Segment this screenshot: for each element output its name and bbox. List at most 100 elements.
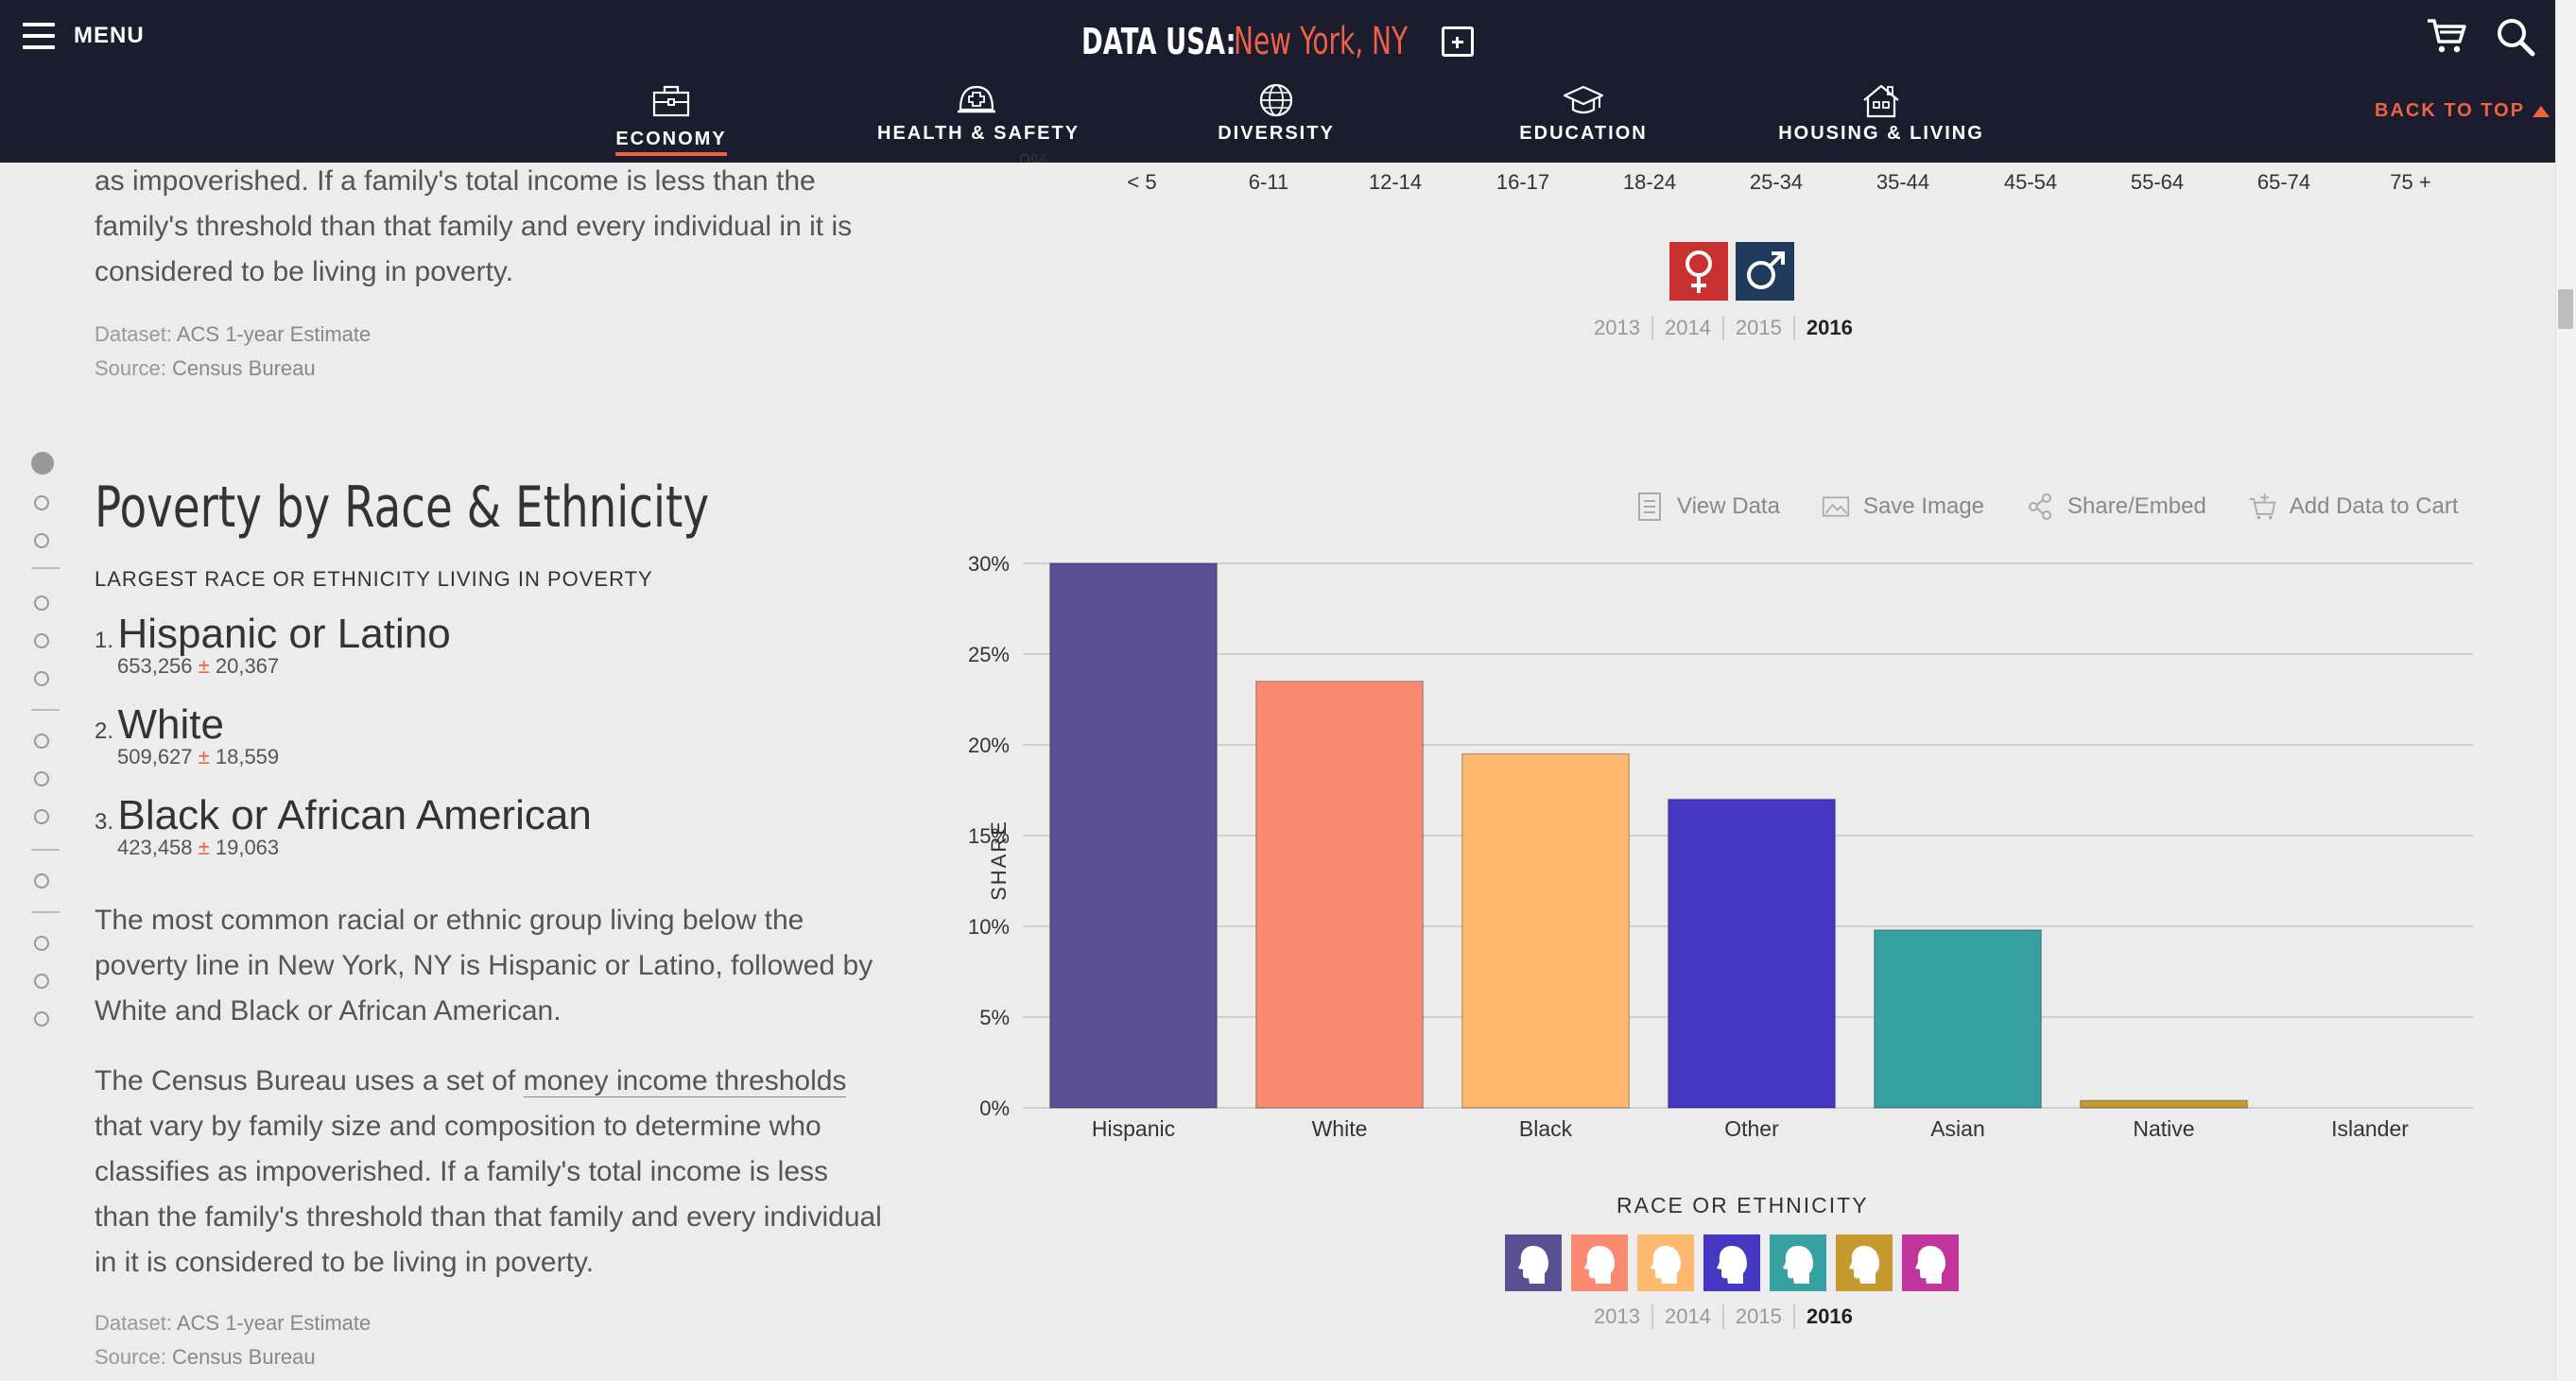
nav-dot[interactable]	[34, 734, 49, 749]
source-link[interactable]: Census Bureau	[171, 1345, 316, 1369]
dataset-label: Dataset:	[95, 322, 172, 346]
rank-stat: 423,458 ± 19,063	[117, 836, 592, 860]
nav-dot[interactable]	[34, 974, 49, 989]
y-tick-label: 10%	[968, 915, 1010, 939]
nav-dot[interactable]	[34, 633, 49, 648]
female-filter-button[interactable]	[1669, 242, 1728, 301]
year-option[interactable]: 2015	[1724, 316, 1795, 340]
y-tick-label: 20%	[968, 734, 1010, 757]
money-income-thresholds-link[interactable]: money income thresholds	[523, 1065, 847, 1097]
top-navigation-bar: MENU DATA USA: New York, NY ECONOMY HEAL…	[0, 0, 2555, 163]
nav-dot[interactable]	[34, 1011, 49, 1027]
year-option[interactable]: 2013	[1582, 316, 1653, 340]
bar-native[interactable]	[2079, 1099, 2249, 1109]
bar-white[interactable]	[1254, 681, 1425, 1109]
age-tick-label: 75 +	[2390, 170, 2431, 194]
rank-name: Hispanic or Latino	[117, 611, 451, 657]
year-option[interactable]: 2014	[1653, 1304, 1724, 1329]
legend-swatch-islander[interactable]	[1902, 1234, 1959, 1291]
year-option-selected[interactable]: 2016	[1806, 316, 1853, 339]
x-tick-label: Other	[1724, 1116, 1779, 1141]
nav-dot[interactable]	[34, 936, 49, 951]
dataset-link[interactable]: ACS 1-year Estimate	[176, 322, 372, 346]
previous-section-source: Source: Census Bureau	[95, 352, 316, 386]
summary-paragraph: The most common racial or ethnic group l…	[95, 905, 873, 1027]
nav-dot[interactable]	[34, 873, 49, 889]
age-tick-label: < 5	[1127, 170, 1157, 194]
bar-other[interactable]	[1667, 798, 1837, 1109]
x-tick-label: Black	[1519, 1116, 1573, 1141]
person-head-icon	[1915, 1246, 1945, 1284]
legend-swatch-hispanic[interactable]	[1505, 1234, 1562, 1291]
x-tick-label: Asian	[1930, 1116, 1985, 1141]
share-embed-button[interactable]: Share/Embed	[2026, 492, 2206, 522]
age-tick-label: 45-54	[2003, 170, 2058, 194]
rank-number: 1.	[95, 628, 114, 653]
previous-section-dataset: Dataset: ACS 1-year Estimate	[95, 318, 371, 352]
bar-asian[interactable]	[1873, 929, 2043, 1109]
legend-swatch-other[interactable]	[1703, 1234, 1760, 1291]
tool-label: Share/Embed	[2067, 493, 2206, 519]
legend-swatch-white[interactable]	[1571, 1234, 1628, 1291]
helmet-icon	[958, 85, 995, 113]
dataset-label: Dataset:	[95, 1311, 172, 1335]
rank-value: 653,256	[117, 654, 193, 678]
previous-section-paragraph: as impoverished. If a family's total inc…	[95, 165, 853, 287]
add-data-to-cart-button[interactable]: Add Data to Cart	[2248, 492, 2459, 522]
add-to-cart-icon[interactable]	[1442, 26, 1474, 57]
back-to-top-link[interactable]: BACK TO TOP	[2375, 100, 2550, 122]
source-link[interactable]: Census Bureau	[171, 356, 316, 380]
menu-button[interactable]: MENU	[23, 23, 145, 49]
plus-minus-icon: ±	[198, 836, 210, 859]
brand-logo[interactable]: DATA USA:	[1081, 21, 1236, 62]
tool-label: Add Data to Cart	[2289, 493, 2459, 519]
tab-economy[interactable]: ECONOMY	[605, 79, 737, 163]
nav-dot[interactable]	[34, 495, 49, 510]
legend-swatch-asian[interactable]	[1770, 1234, 1826, 1291]
x-tick-label: Hispanic	[1092, 1116, 1175, 1141]
rank-moe: 20,367	[215, 654, 280, 678]
house-icon	[1863, 84, 1899, 118]
legend-swatch-native[interactable]	[1836, 1234, 1893, 1291]
bar-hispanic[interactable]	[1048, 562, 1219, 1109]
dataset-link[interactable]: ACS 1-year Estimate	[176, 1311, 372, 1335]
globe-icon	[1259, 83, 1293, 117]
scrollbar-thumb[interactable]	[2558, 289, 2573, 329]
nav-dot[interactable]	[34, 771, 49, 786]
cart-icon[interactable]	[2426, 17, 2467, 55]
chart-legend	[1505, 1234, 1959, 1291]
age-tick-label: 18-24	[1622, 170, 1677, 194]
male-filter-button[interactable]	[1736, 242, 1794, 301]
save-image-button[interactable]: Save Image	[1822, 492, 1984, 522]
tab-label: HEALTH & SAFETY	[877, 123, 1081, 144]
search-icon[interactable]	[2496, 17, 2535, 57]
scrollbar-track[interactable]	[2555, 0, 2576, 1381]
rank-moe: 18,559	[215, 745, 280, 768]
rank-stat: 509,627 ± 18,559	[117, 745, 279, 769]
tab-education[interactable]: EDUCATION	[1513, 79, 1654, 163]
graduation-cap-icon	[1563, 85, 1604, 114]
dataset-line: Dataset: ACS 1-year Estimate	[95, 1306, 371, 1340]
rank-value: 509,627	[117, 745, 193, 768]
tab-diversity[interactable]: DIVERSITY	[1210, 79, 1342, 163]
nav-dot[interactable]	[34, 596, 49, 611]
nav-dot-active[interactable]	[31, 452, 54, 475]
year-option[interactable]: 2014	[1653, 316, 1724, 340]
nav-dot[interactable]	[34, 671, 49, 686]
bar-black[interactable]	[1461, 752, 1631, 1109]
nav-dot[interactable]	[34, 533, 49, 548]
legend-swatch-black[interactable]	[1637, 1234, 1694, 1291]
tab-housing-living[interactable]: HOUSING & LIVING	[1777, 79, 1985, 163]
year-option[interactable]: 2013	[1582, 1304, 1653, 1329]
year-option-selected[interactable]: 2016	[1806, 1304, 1853, 1328]
methodology-paragraph: The Census Bureau uses a set of money in…	[95, 1059, 889, 1286]
year-option[interactable]: 2015	[1724, 1304, 1795, 1329]
age-tick-label: 6-11	[1248, 170, 1289, 194]
back-to-top-label: BACK TO TOP	[2375, 100, 2526, 121]
age-tick-label: 25-34	[1749, 170, 1804, 194]
nav-dot[interactable]	[34, 809, 49, 824]
tab-health-safety[interactable]: HEALTH & SAFETY	[877, 79, 1078, 163]
view-data-button[interactable]: View Data	[1635, 492, 1780, 522]
tab-label: DIVERSITY	[1218, 123, 1335, 144]
y-tick-label: 30%	[968, 552, 1010, 576]
